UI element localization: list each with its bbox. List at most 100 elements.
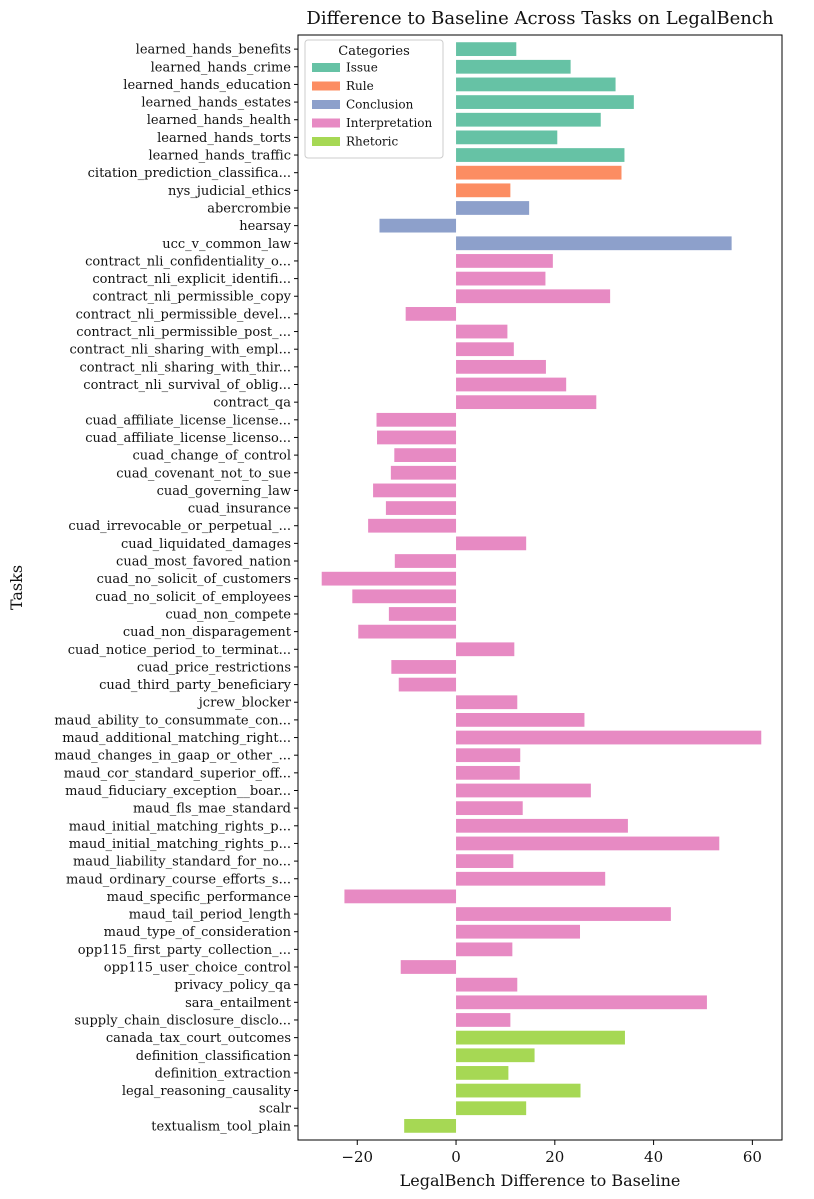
y-tick-label-8: nys_judicial_ethics <box>168 184 291 199</box>
bar-1 <box>456 59 571 74</box>
bar-15 <box>405 307 457 321</box>
y-tick-label-23: cuad_change_of_control <box>132 449 291 464</box>
y-tick-label-24: cuad_covenant_not_to_sue <box>116 466 291 481</box>
y-axis-ticks: learned_hands_benefits learned_hands_crim… <box>54 43 298 1134</box>
y-tick-label-60: scalr <box>259 1102 292 1117</box>
bar-60 <box>456 1101 527 1116</box>
bar-19 <box>456 377 567 392</box>
y-tick-label-28: cuad_liquidated_damages <box>121 537 291 552</box>
y-tick-label-21: cuad_affiliate_license_license... <box>85 413 291 428</box>
y-tick-label-52: opp115_user_choice_control <box>104 961 291 976</box>
y-tick-label-7: citation_prediction_classifica... <box>88 166 291 181</box>
bar-53 <box>456 977 518 992</box>
legend-swatch-interpretation <box>312 118 340 128</box>
y-tick-label-46: maud_liability_standard_for_no... <box>73 855 291 870</box>
bar-47 <box>456 871 606 886</box>
bar-45 <box>456 836 720 851</box>
y-tick-label-15: contract_nli_permissible_devel... <box>76 307 291 322</box>
y-tick-label-4: learned_hands_health <box>147 113 292 128</box>
bar-9 <box>456 201 530 215</box>
bar-32 <box>388 607 457 621</box>
bar-31 <box>352 589 457 604</box>
x-axis-label: LegalBench Difference to Baseline <box>400 1171 681 1190</box>
legend-swatch-issue <box>312 63 340 72</box>
x-axis-ticks: −20 0 20 40 60 <box>341 1140 762 1166</box>
y-tick-label-25: cuad_governing_law <box>157 484 291 499</box>
bar-18 <box>456 359 546 374</box>
bar-55 <box>456 1013 511 1027</box>
bar-2 <box>456 77 616 92</box>
y-tick-label-2: learned_hands_education <box>123 78 291 93</box>
bar-16 <box>456 324 508 339</box>
legend-label-rhetoric: Rhetoric <box>346 135 398 149</box>
y-tick-label-44: maud_initial_matching_rights_p... <box>69 819 291 834</box>
y-tick-label-58: definition_extraction <box>155 1066 292 1081</box>
y-tick-label-6: learned_hands_traffic <box>148 149 291 164</box>
y-tick-label-55: supply_chain_disclosure_disclo... <box>74 1013 291 1028</box>
y-tick-label-14: contract_nli_permissible_copy <box>92 290 291 305</box>
legend-label-issue: Issue <box>346 61 378 75</box>
y-tick-label-11: ucc_v_common_law <box>162 237 291 252</box>
bar-13 <box>456 271 546 286</box>
bar-35 <box>391 660 457 674</box>
bar-22 <box>377 430 457 445</box>
bars-group <box>321 42 762 1133</box>
bar-10 <box>379 218 457 233</box>
chart-title: Difference to Baseline Across Tasks on L… <box>306 8 774 29</box>
y-tick-label-36: cuad_third_party_beneficiary <box>99 678 292 693</box>
bar-54 <box>456 995 707 1010</box>
legend: Categories Issue Rule Conclusion Interpretat… <box>304 39 444 159</box>
bar-48 <box>344 889 457 904</box>
bar-17 <box>456 342 514 357</box>
bar-50 <box>456 924 581 939</box>
y-tick-label-12: contract_nli_confidentiality_o... <box>85 254 291 269</box>
y-tick-label-19: contract_nli_survival_of_oblig... <box>83 378 291 393</box>
bar-57 <box>456 1048 535 1063</box>
bar-38 <box>456 713 585 727</box>
y-tick-label-40: maud_changes_in_gaap_or_other_... <box>54 749 291 764</box>
y-tick-label-29: cuad_most_favored_nation <box>116 555 292 570</box>
legend-label-rule: Rule <box>346 79 374 93</box>
x-tick-label-3: 40 <box>644 1148 663 1166</box>
bar-11 <box>456 236 732 251</box>
bar-30 <box>321 571 457 586</box>
bar-36 <box>398 677 457 692</box>
y-tick-label-54: sara_entailment <box>185 996 292 1011</box>
y-tick-label-18: contract_nli_sharing_with_thir... <box>79 360 291 375</box>
y-tick-label-27: cuad_irrevocable_or_perpetual_... <box>68 519 291 534</box>
bar-49 <box>456 907 671 921</box>
bar-5 <box>456 130 558 145</box>
bar-41 <box>456 765 520 780</box>
legend-title: Categories <box>338 44 410 59</box>
y-axis-label: Tasks <box>7 565 26 610</box>
bar-8 <box>456 183 511 198</box>
y-tick-label-56: canada_tax_court_outcomes <box>106 1031 291 1046</box>
bar-26 <box>385 501 457 515</box>
y-tick-label-35: cuad_price_restrictions <box>137 660 291 675</box>
bar-14 <box>456 289 611 304</box>
bar-44 <box>456 818 628 833</box>
bar-59 <box>456 1083 581 1098</box>
bar-24 <box>390 465 457 480</box>
bar-51 <box>456 942 513 957</box>
bar-28 <box>456 536 527 551</box>
bar-4 <box>456 112 601 127</box>
y-tick-label-38: maud_ability_to_consummate_con... <box>54 713 291 728</box>
y-tick-label-3: learned_hands_estates <box>141 96 291 111</box>
bar-46 <box>456 854 514 868</box>
bar-61 <box>404 1118 457 1133</box>
bar-52 <box>400 960 457 974</box>
legend-label-interpretation: Interpretation <box>346 116 433 130</box>
x-tick-label-4: 60 <box>743 1148 762 1166</box>
legend-swatch-rhetoric <box>312 137 340 146</box>
y-tick-label-31: cuad_no_solicit_of_employees <box>95 590 291 605</box>
y-tick-label-61: textualism_tool_plain <box>151 1119 291 1134</box>
y-tick-label-10: hearsay <box>239 219 291 234</box>
bar-37 <box>456 695 518 710</box>
y-tick-label-53: privacy_policy_qa <box>174 978 291 993</box>
plot-frame <box>297 34 783 1141</box>
y-tick-label-49: maud_tail_period_length <box>129 908 292 923</box>
bar-23 <box>394 448 457 462</box>
y-tick-label-57: definition_classification <box>136 1049 292 1064</box>
bar-42 <box>456 783 591 798</box>
